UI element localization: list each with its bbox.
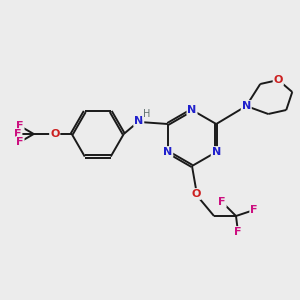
Text: N: N	[212, 147, 221, 157]
Text: N: N	[134, 116, 143, 126]
Text: F: F	[250, 205, 258, 215]
Text: O: O	[50, 129, 59, 139]
Text: F: F	[218, 197, 226, 207]
Text: H: H	[143, 109, 150, 119]
Text: F: F	[14, 129, 22, 139]
Text: N: N	[188, 105, 196, 115]
Text: F: F	[234, 227, 242, 237]
Text: F: F	[16, 121, 24, 131]
Text: N: N	[163, 147, 172, 157]
Text: N: N	[242, 101, 251, 111]
Text: F: F	[16, 137, 24, 147]
Text: O: O	[274, 75, 283, 85]
Text: O: O	[191, 189, 201, 199]
